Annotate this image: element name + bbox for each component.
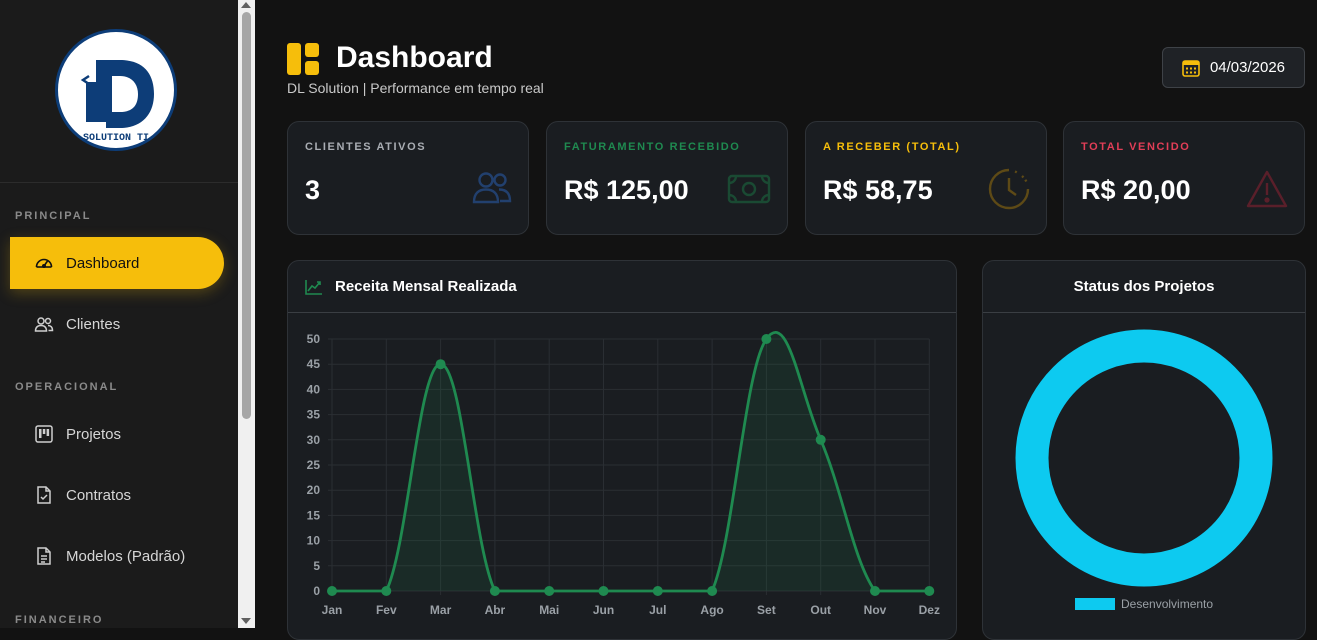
data-point	[598, 586, 609, 596]
kpi-value: R$ 20,00	[1081, 175, 1191, 205]
data-point	[489, 586, 500, 596]
sidebar-item-label: Contratos	[66, 486, 132, 504]
revenue-area	[332, 332, 930, 591]
x-tick-label: Dez	[919, 603, 940, 617]
data-point	[707, 586, 718, 596]
data-point	[327, 586, 337, 596]
kpi-label: TOTAL VENCIDO	[1081, 141, 1191, 153]
kpi-a-receber: A RECEBER (TOTAL) R$ 58,75	[805, 121, 1047, 235]
data-point	[652, 586, 663, 596]
revenue-line-chart: 0 5 10 15 20 25 30 35 40 45 50 Jan Fev Mar Abr Mai Jun Ju…	[307, 331, 940, 617]
sidebar-item-contratos[interactable]: Contratos	[10, 469, 224, 521]
y-tick-label: 25	[307, 458, 321, 472]
x-tick-label: Mar	[430, 603, 452, 617]
kpi-value: R$ 125,00	[564, 175, 689, 205]
data-point	[381, 586, 392, 596]
scroll-thumb[interactable]	[242, 12, 251, 419]
revenue-chart-panel: Receita Mensal Realizada 0 5 10 15 20 25 30 35 4…	[287, 260, 957, 640]
y-tick-label: 45	[307, 357, 321, 371]
chart-line-icon	[305, 279, 323, 295]
date-picker-button[interactable]: 04/03/2026	[1162, 47, 1305, 88]
donut-slice-desenvolvimento	[1015, 329, 1273, 587]
y-tick-label: 0	[313, 584, 320, 598]
sidebar-item-dashboard[interactable]: Dashboard	[10, 237, 224, 289]
kpi-label: A RECEBER (TOTAL)	[823, 141, 961, 153]
revenue-panel-title: Receita Mensal Realizada	[335, 278, 517, 295]
data-point	[435, 359, 446, 370]
section-principal: PRINCIPAL	[15, 210, 92, 222]
data-point	[870, 586, 880, 596]
x-tick-label: Set	[757, 603, 776, 617]
status-panel-header: Status dos Projetos	[983, 261, 1305, 313]
y-tick-label: 50	[307, 332, 321, 346]
status-panel-title: Status dos Projetos	[1073, 278, 1215, 295]
kpi-total-vencido: TOTAL VENCIDO R$ 20,00	[1063, 121, 1305, 235]
kpi-clientes-ativos: CLIENTES ATIVOS 3	[287, 121, 529, 235]
y-tick-label: 30	[307, 433, 321, 447]
sidebar-item-clientes[interactable]: Clientes	[10, 298, 224, 350]
cash-icon	[727, 174, 771, 209]
sidebar-item-label: Clientes	[66, 315, 121, 333]
x-tick-label: Abr	[485, 603, 506, 617]
x-tick-label: Out	[810, 603, 831, 617]
data-point	[924, 586, 935, 596]
x-tick-label: Jul	[649, 603, 666, 617]
kpi-label: CLIENTES ATIVOS	[305, 141, 427, 153]
legend-label: Desenvolvimento	[1121, 597, 1213, 611]
y-tick-label: 15	[307, 508, 321, 522]
y-tick-label: 35	[307, 408, 321, 422]
kpi-label: FATURAMENTO RECEBIDO	[564, 141, 741, 153]
x-tick-label: Jan	[322, 603, 343, 617]
sidebar-item-label: Projetos	[66, 425, 122, 443]
file-check-icon	[34, 485, 54, 505]
calendar-icon	[1182, 59, 1200, 77]
section-operacional: OPERACIONAL	[15, 381, 119, 393]
x-tick-label: Nov	[864, 603, 887, 617]
section-financeiro: FINANCEIRO	[15, 614, 104, 626]
scroll-up-arrow-icon[interactable]	[241, 2, 251, 8]
x-tick-label: Jun	[593, 603, 614, 617]
status-donut-chart: Desenvolvimento	[1015, 329, 1273, 611]
clock-icon	[988, 168, 1030, 215]
speedometer-icon	[34, 253, 54, 273]
sidebar: SOLUTION TI PRINCIPAL Dashboard Clientes…	[0, 0, 238, 628]
kpi-faturamento-recebido: FATURAMENTO RECEBIDO R$ 125,00	[546, 121, 788, 235]
sidebar-item-label: Dashboard	[66, 254, 140, 272]
kanban-icon	[34, 424, 54, 444]
legend-swatch	[1075, 598, 1115, 610]
sidebar-scrollbar[interactable]	[238, 0, 255, 628]
y-tick-label: 10	[307, 534, 321, 548]
page-title: Dashboard	[336, 41, 493, 74]
x-tick-label: Fev	[376, 603, 397, 617]
warning-icon	[1246, 170, 1288, 213]
y-tick-label: 5	[313, 559, 320, 573]
sidebar-item-modelos[interactable]: Modelos (Padrão)	[10, 530, 224, 582]
data-point	[544, 586, 555, 596]
users-icon	[34, 314, 54, 334]
users-icon	[472, 170, 512, 209]
scroll-down-arrow-icon[interactable]	[241, 618, 251, 624]
data-point	[815, 434, 826, 445]
date-label: 04/03/2026	[1209, 59, 1286, 76]
sidebar-item-projetos[interactable]: Projetos	[10, 408, 224, 460]
kpi-value: R$ 58,75	[823, 175, 933, 205]
kpi-value: 3	[305, 175, 321, 205]
file-text-icon	[34, 546, 54, 566]
logo-area: SOLUTION TI	[0, 0, 238, 183]
status-chart-panel: Status dos Projetos Desenvolvimento	[982, 260, 1306, 640]
y-tick-label: 20	[307, 483, 321, 497]
dashboard-grid-icon	[287, 43, 319, 75]
x-tick-label: Mai	[539, 603, 559, 617]
x-tick-label: Ago	[700, 603, 723, 617]
data-point	[761, 334, 772, 344]
company-logo[interactable]: SOLUTION TI	[55, 29, 177, 151]
y-tick-label: 40	[307, 382, 321, 396]
logo-text: SOLUTION TI	[83, 133, 149, 144]
page-subtitle: DL Solution | Performance em tempo real	[287, 80, 544, 96]
revenue-panel-header: Receita Mensal Realizada	[288, 261, 956, 313]
sidebar-item-label: Modelos (Padrão)	[66, 547, 186, 565]
